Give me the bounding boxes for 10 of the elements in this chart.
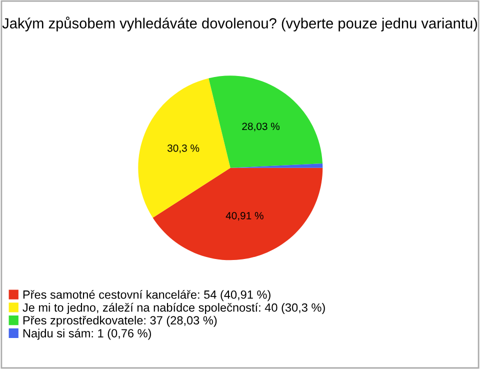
pie-slice	[208, 76, 323, 168]
data-label: 30,3 %	[167, 144, 200, 154]
data-label: 40,91 %	[226, 212, 264, 221]
legend-label: Přes zprostředkovatele: 37 (28,03 %)	[23, 316, 217, 327]
legend-label: Přes samotné cestovní kanceláře: 54 (40,91 %)	[23, 290, 270, 302]
legend-label: Je mi to jedno, záleží na nabídce společností: 40 (30,3 %)	[22, 302, 325, 314]
pie-slice	[152, 168, 323, 260]
data-label: 28,03 %	[242, 122, 280, 132]
legend-label: Najdu si sám: 1 (0,76 %)	[23, 328, 151, 340]
chart-title: Jakým způsobem vyhledáváte dovolenou? (vyberte pouze jednu variantu)	[2, 16, 478, 32]
